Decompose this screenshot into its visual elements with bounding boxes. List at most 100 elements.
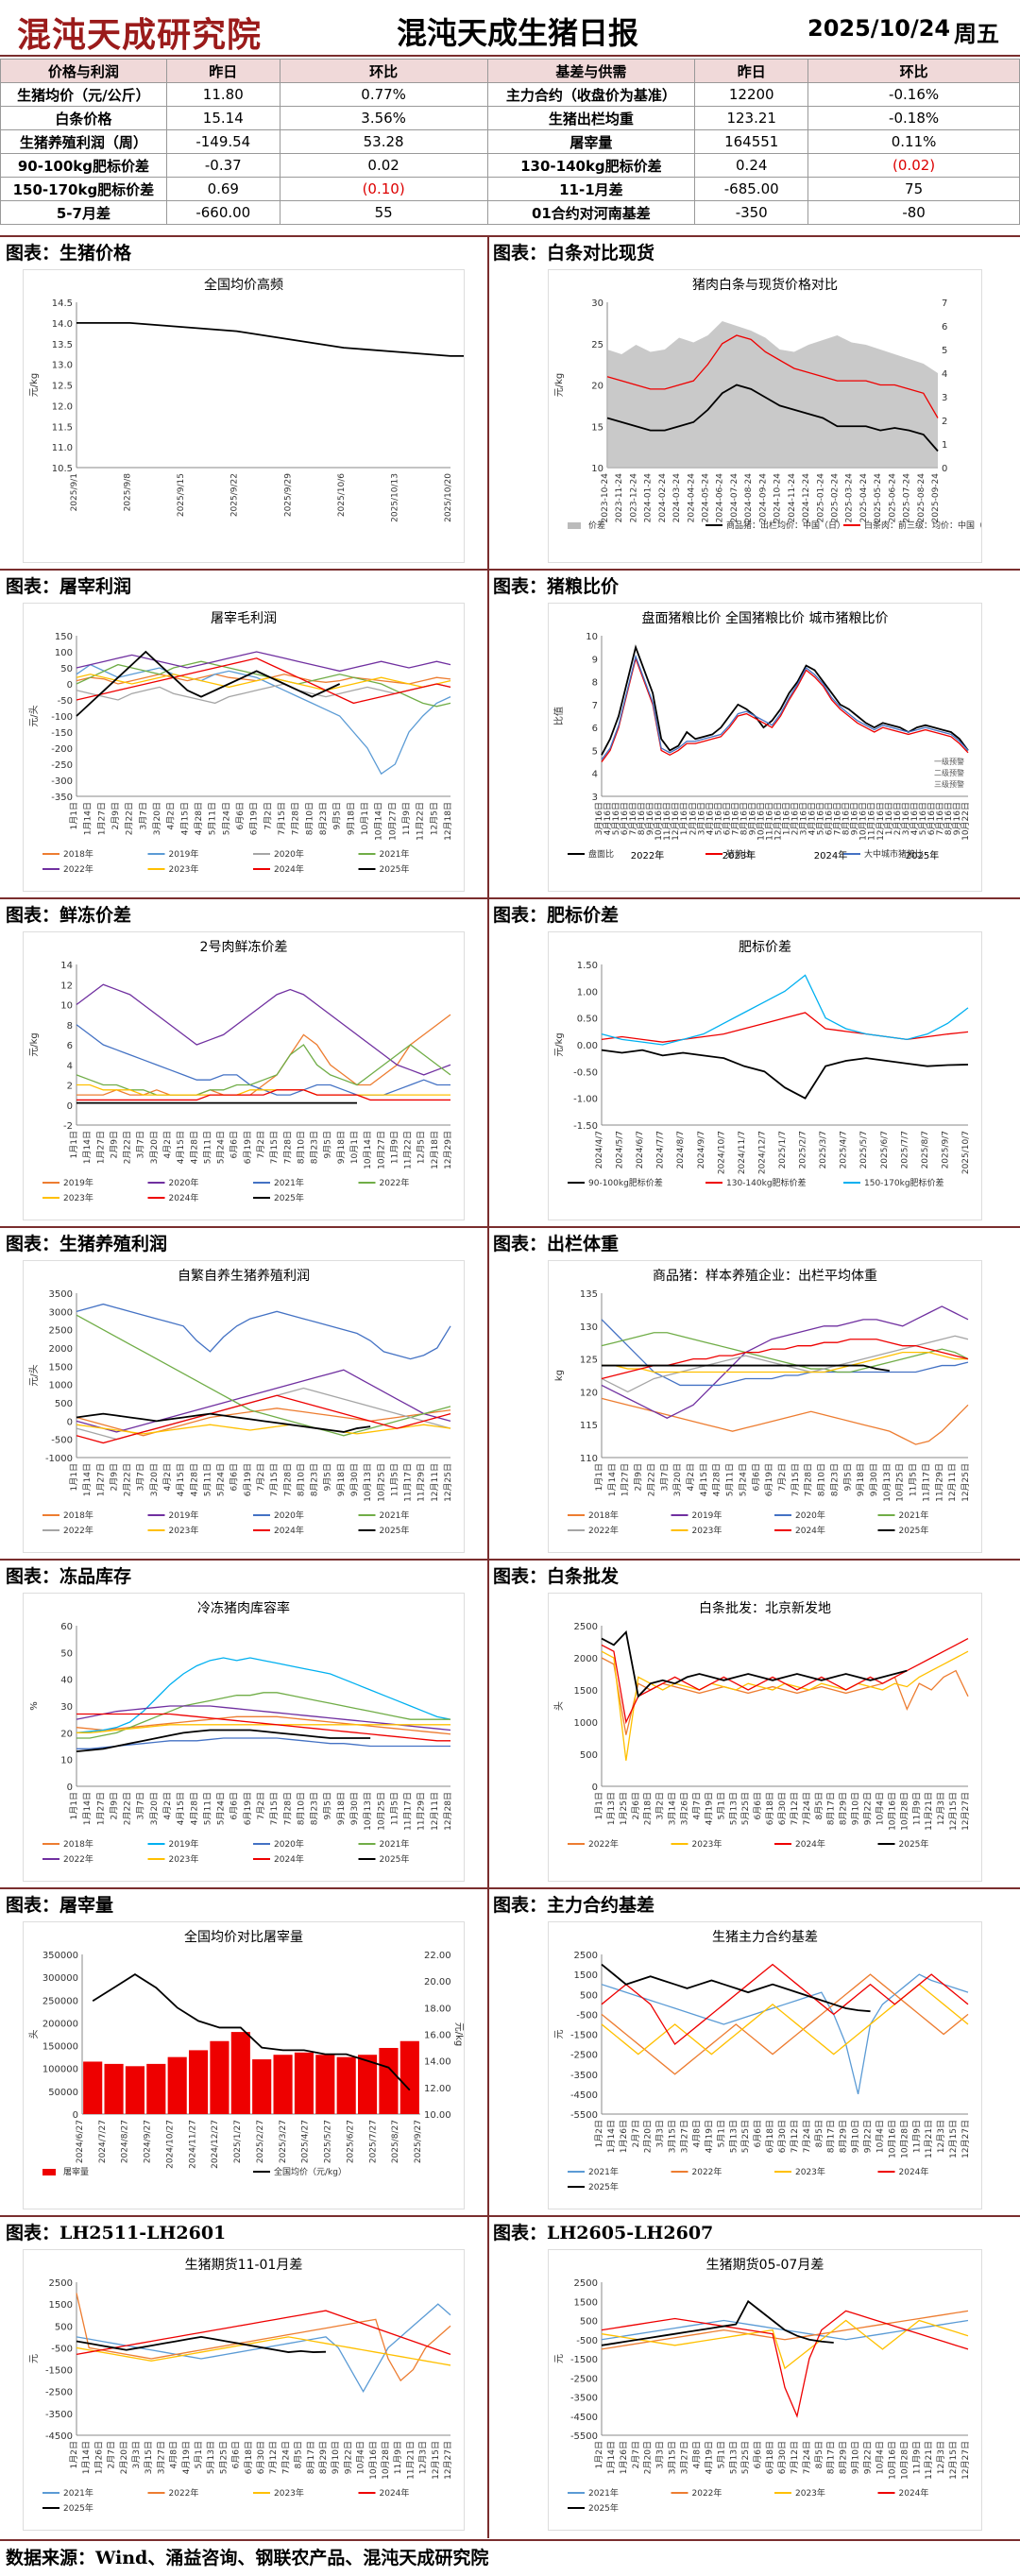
x-tick-label: 1月13日	[606, 1792, 617, 1825]
x-tick-label: 11月17日	[921, 1463, 931, 1502]
x-tick-label: 2025/3/7	[819, 1131, 828, 1169]
x-tick-label: 1月14日	[81, 2441, 92, 2474]
y-tick-label: -500	[51, 1436, 73, 1446]
y-tick-label: -1500	[570, 2031, 598, 2041]
x-tick-label: 2月22日	[123, 1463, 133, 1496]
x-tick-label: 11月22日	[416, 802, 426, 841]
x-tick-label: 2024-03-24	[672, 473, 682, 523]
x-tick-label: 3月7日	[136, 1463, 146, 1491]
y-tick-label: 120	[580, 1388, 598, 1398]
legend-label: 2021年	[380, 1838, 410, 1850]
x-tick-label: 2月9日	[109, 1463, 119, 1491]
x-tick-label: 9月30日	[349, 1792, 360, 1825]
x-tick-label: 12月15日	[948, 2441, 959, 2480]
x-tick-label: 1月14日	[83, 802, 94, 835]
chart-title: 冷冻猪肉库容率	[197, 1600, 290, 1616]
x-tick-label: 10月1日	[349, 1131, 360, 1164]
bar	[336, 2056, 356, 2114]
chart-title: 全国均价对比屠宰量	[184, 1929, 303, 1945]
legend-label: 2019年	[169, 848, 199, 860]
x-tick-label: 4月15日	[179, 802, 190, 835]
x-tick-label: 2025/8/7	[921, 1131, 930, 1169]
y-tick-label: 125	[580, 1356, 598, 1366]
legend-label: 2019年	[63, 1177, 94, 1188]
x-tick-label: 3月15日	[668, 2120, 678, 2153]
metric-value: 164551	[694, 129, 809, 154]
metric-change: 0.02	[279, 153, 488, 178]
series-line	[76, 1724, 450, 1733]
series-line	[76, 1014, 451, 1096]
y2-tick-label: 16.00	[424, 2031, 451, 2041]
chart-title: 生猪期货05-07月差	[706, 2257, 824, 2273]
chart-panel: 生猪主力合约基差 2500 1500 500 -500 -1500 -2500 -3500 -4…	[548, 1921, 982, 2209]
x-tick-label: 4月16日	[705, 802, 715, 835]
metrics-col-header: 环比	[279, 59, 488, 83]
y-tick-label: -1500	[570, 2355, 598, 2365]
chart-svg: 全国均价对比屠宰量 350000 300000 250000 200000 150000 1…	[28, 1929, 464, 2177]
x-tick-label: 10月16日	[858, 802, 869, 841]
x-tick-label: 3月3日	[655, 2441, 666, 2468]
legend-label: 2022年	[588, 1525, 619, 1536]
metric-label: 90-100kg肥标价差	[0, 153, 167, 178]
x-tick-label: 12月27日	[960, 1792, 971, 1831]
metric-label: 主力合约（收盘价为基准）	[486, 82, 696, 107]
metric-value: -350	[694, 200, 809, 225]
metric-change: -0.16%	[808, 82, 1020, 107]
metric-change: 0.11%	[808, 129, 1020, 154]
y-tick-label: 13.5	[52, 340, 73, 350]
x-tick-label: 9月18日	[856, 1463, 866, 1496]
y-tick-label: 1.50	[577, 961, 598, 971]
x-tick-label: 5月16日	[713, 802, 723, 835]
y-tick-label: 0	[592, 1783, 598, 1793]
x-tick-label: 2025/2/7	[799, 1131, 808, 1169]
x-tick-label: 5月1日	[716, 2120, 726, 2147]
x-tick-label: 10月13日	[363, 1792, 373, 1831]
report-weekday: 周五	[954, 21, 999, 47]
legend-label: 2020年	[795, 1510, 825, 1521]
section-title: 图表：冻品库存	[6, 1566, 132, 1587]
x-tick-label: 2025/7/27	[368, 2120, 378, 2163]
x-tick-label: 5月24日	[216, 1131, 227, 1164]
x-tick-label: 2025/9/1	[70, 473, 79, 511]
x-tick-label: 8月16日	[842, 802, 852, 835]
section-divider	[0, 1887, 1020, 1889]
x-tick-label: 2月20日	[643, 2441, 654, 2474]
x-tick-label: 7月15日	[790, 1463, 801, 1496]
legend-label: 2022年	[63, 1853, 94, 1865]
series-line	[601, 2310, 969, 2350]
y-tick-label: 14.0	[52, 319, 73, 330]
x-tick-label: 7月24日	[802, 2120, 812, 2153]
series-line	[601, 654, 969, 760]
metric-label: 01合约对河南基差	[486, 200, 696, 225]
x-tick-label: 11月9日	[389, 1131, 400, 1164]
series-line	[606, 384, 939, 452]
x-tick-label: 8月5日	[814, 2120, 824, 2147]
metrics-col-header: 价格与利润	[0, 59, 167, 83]
series-line	[602, 1351, 968, 1373]
x-tick-label: 8月5日	[294, 2441, 304, 2468]
metric-change: 0.77%	[279, 82, 488, 107]
legend-label: 2018年	[63, 848, 94, 860]
bar	[252, 2059, 272, 2114]
x-tick-label: 3月20日	[152, 802, 162, 835]
metric-value: 123.21	[694, 106, 809, 130]
y-tick-label: 500	[580, 1990, 598, 2001]
legend-label: 猪粮比	[726, 848, 752, 860]
x-tick-label: 12月15日	[431, 2441, 441, 2480]
x-tick-label: 6月16日	[926, 802, 937, 835]
x-tick-label: 5月25日	[740, 1792, 751, 1825]
y2-tick-label: 2	[942, 417, 947, 427]
y-tick-label: 2500	[574, 1951, 598, 1961]
x-tick-label: 1月26日	[94, 2441, 104, 2474]
x-tick-label: 3月7日	[659, 1463, 670, 1491]
y2-tick-label: 4	[942, 369, 947, 380]
chart-panel: 盘面猪粮比价 全国猪粮比价 城市猪粮比价 10 9 8 7 6 5 4 3 比值 3月16日 4月16…	[548, 603, 982, 892]
x-tick-label: 12月3日	[936, 2441, 946, 2474]
metrics-row: 白条价格 15.14 3.56% 生猪出栏均重 123.21 -0.18%	[0, 106, 1020, 130]
x-tick-label: 2024-08-24	[744, 473, 754, 523]
x-tick-label: 2024/7/7	[656, 1131, 666, 1169]
y-tick-label: 8	[67, 1021, 73, 1032]
x-tick-label: 7月2日	[777, 1463, 788, 1491]
column-divider	[487, 1228, 489, 1561]
x-tick-label: 6月16日	[620, 802, 630, 835]
